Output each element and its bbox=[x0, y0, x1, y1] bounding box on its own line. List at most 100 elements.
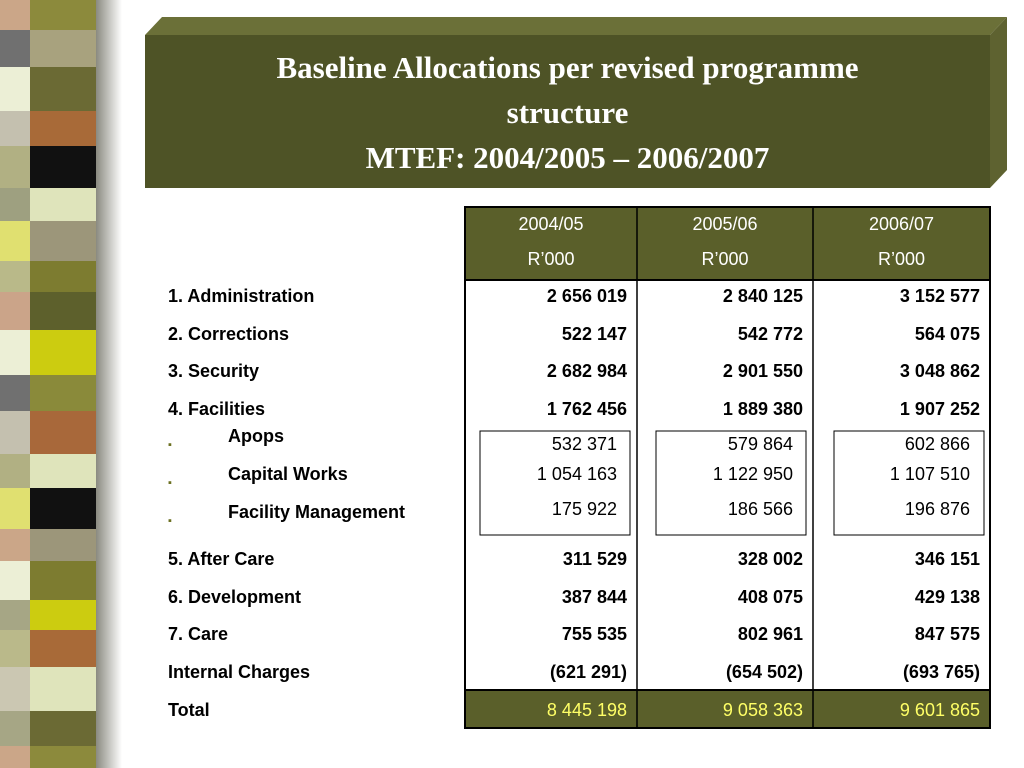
row-value: 1 907 252 bbox=[899, 398, 980, 419]
strip-block bbox=[0, 375, 30, 411]
total-value: 9 058 363 bbox=[722, 700, 803, 720]
item-value: 1 054 163 bbox=[536, 464, 617, 484]
strip-block bbox=[30, 411, 98, 454]
item-value: 1 107 510 bbox=[889, 464, 970, 484]
row-value: 847 575 bbox=[914, 624, 980, 645]
column-unit: R’000 bbox=[527, 249, 575, 269]
strip-block bbox=[30, 146, 98, 188]
strip-block bbox=[0, 67, 30, 111]
strip-block bbox=[0, 600, 30, 630]
row-label: 2. Corrections bbox=[168, 323, 290, 344]
row-label: 6. Development bbox=[168, 586, 302, 607]
strip-block bbox=[30, 746, 98, 768]
strip-block bbox=[0, 488, 30, 529]
column-unit: R’000 bbox=[877, 249, 926, 269]
item-value: 602 866 bbox=[904, 434, 970, 455]
row-value: (654 502) bbox=[725, 662, 803, 682]
row-value: 346 151 bbox=[914, 549, 980, 570]
row-value: 3 048 862 bbox=[899, 361, 980, 382]
strip-block bbox=[0, 261, 30, 292]
row-value: 387 844 bbox=[561, 586, 627, 607]
column-unit: R’000 bbox=[701, 249, 749, 269]
column-year: 2004/05 bbox=[518, 214, 584, 234]
strip-block bbox=[0, 111, 30, 146]
strip-block bbox=[30, 67, 98, 111]
strip-block bbox=[30, 330, 98, 375]
title-box bbox=[145, 35, 990, 188]
strip-block bbox=[0, 330, 30, 375]
strip-block bbox=[0, 746, 30, 768]
strip-block bbox=[30, 600, 98, 630]
item-label: Facility Management bbox=[228, 501, 406, 522]
strip-block bbox=[0, 221, 30, 261]
row-value: 2 901 550 bbox=[722, 361, 803, 382]
strip-block bbox=[0, 711, 30, 746]
strip-shadow bbox=[96, 0, 122, 768]
row-label: 4. Facilities bbox=[168, 398, 266, 419]
item-value: 175 922 bbox=[551, 498, 617, 519]
strip-block bbox=[30, 667, 98, 711]
row-value: 1 762 456 bbox=[546, 398, 627, 419]
title-line: MTEF: 2004/2005 – 2006/2007 bbox=[365, 140, 770, 175]
row-value: 1 889 380 bbox=[722, 398, 803, 419]
bullet: ▪ bbox=[168, 439, 172, 452]
strip-block bbox=[30, 529, 98, 561]
strip-block bbox=[0, 630, 30, 667]
row-label: 5. After Care bbox=[168, 549, 275, 570]
sub-box bbox=[479, 430, 631, 536]
column-year: 2006/07 bbox=[868, 214, 935, 234]
strip-block bbox=[0, 561, 30, 600]
strip-block bbox=[30, 111, 98, 146]
row-value: 2 656 019 bbox=[546, 286, 627, 306]
strip-block bbox=[0, 146, 30, 188]
strip-block bbox=[30, 0, 98, 30]
strip-block bbox=[30, 375, 98, 411]
title-line: structure bbox=[506, 95, 629, 130]
column-year: 2005/06 bbox=[692, 214, 758, 234]
strip-block bbox=[0, 292, 30, 330]
row-value: 755 535 bbox=[561, 624, 627, 645]
item-value: 532 371 bbox=[551, 434, 617, 455]
bullet: ▪ bbox=[168, 477, 172, 489]
header-fill bbox=[466, 208, 989, 280]
strip-block bbox=[30, 630, 98, 667]
row-label: 1. Administration bbox=[168, 286, 315, 306]
row-value: 328 002 bbox=[737, 549, 803, 570]
row-value: (693 765) bbox=[902, 662, 980, 682]
color-strip bbox=[0, 0, 98, 768]
sub-box bbox=[833, 430, 985, 536]
strip-block bbox=[0, 411, 30, 454]
strip-block bbox=[30, 488, 98, 529]
sub-box bbox=[655, 430, 807, 536]
total-label: Total bbox=[168, 700, 210, 720]
row-value: 802 961 bbox=[737, 624, 803, 645]
row-value: 429 138 bbox=[914, 586, 980, 607]
title-line: Baseline Allocations per revised program… bbox=[276, 50, 859, 85]
strip-block bbox=[30, 221, 98, 261]
total-value: 8 445 198 bbox=[546, 700, 627, 720]
title-bevel-side bbox=[990, 17, 1007, 188]
row-value: (621 291) bbox=[549, 662, 627, 682]
bullet: ▪ bbox=[168, 514, 172, 527]
strip-block bbox=[30, 454, 98, 488]
row-value: 408 075 bbox=[737, 586, 803, 607]
row-label: Internal Charges bbox=[168, 662, 311, 682]
row-value: 542 772 bbox=[737, 323, 803, 344]
row-value: 2 682 984 bbox=[546, 361, 627, 382]
row-value: 311 529 bbox=[562, 549, 627, 570]
strip-block bbox=[30, 292, 98, 330]
row-label: 7. Care bbox=[168, 624, 229, 645]
strip-block bbox=[30, 188, 98, 221]
strip-block bbox=[0, 529, 30, 561]
item-value: 579 864 bbox=[727, 434, 793, 455]
strip-block bbox=[30, 30, 98, 67]
row-value: 564 075 bbox=[914, 323, 980, 344]
row-value: 3 152 577 bbox=[899, 286, 980, 306]
strip-block bbox=[0, 454, 30, 488]
table-frame bbox=[464, 206, 991, 729]
item-label: Capital Works bbox=[228, 464, 348, 484]
strip-block bbox=[0, 30, 30, 67]
strip-block bbox=[30, 711, 98, 746]
